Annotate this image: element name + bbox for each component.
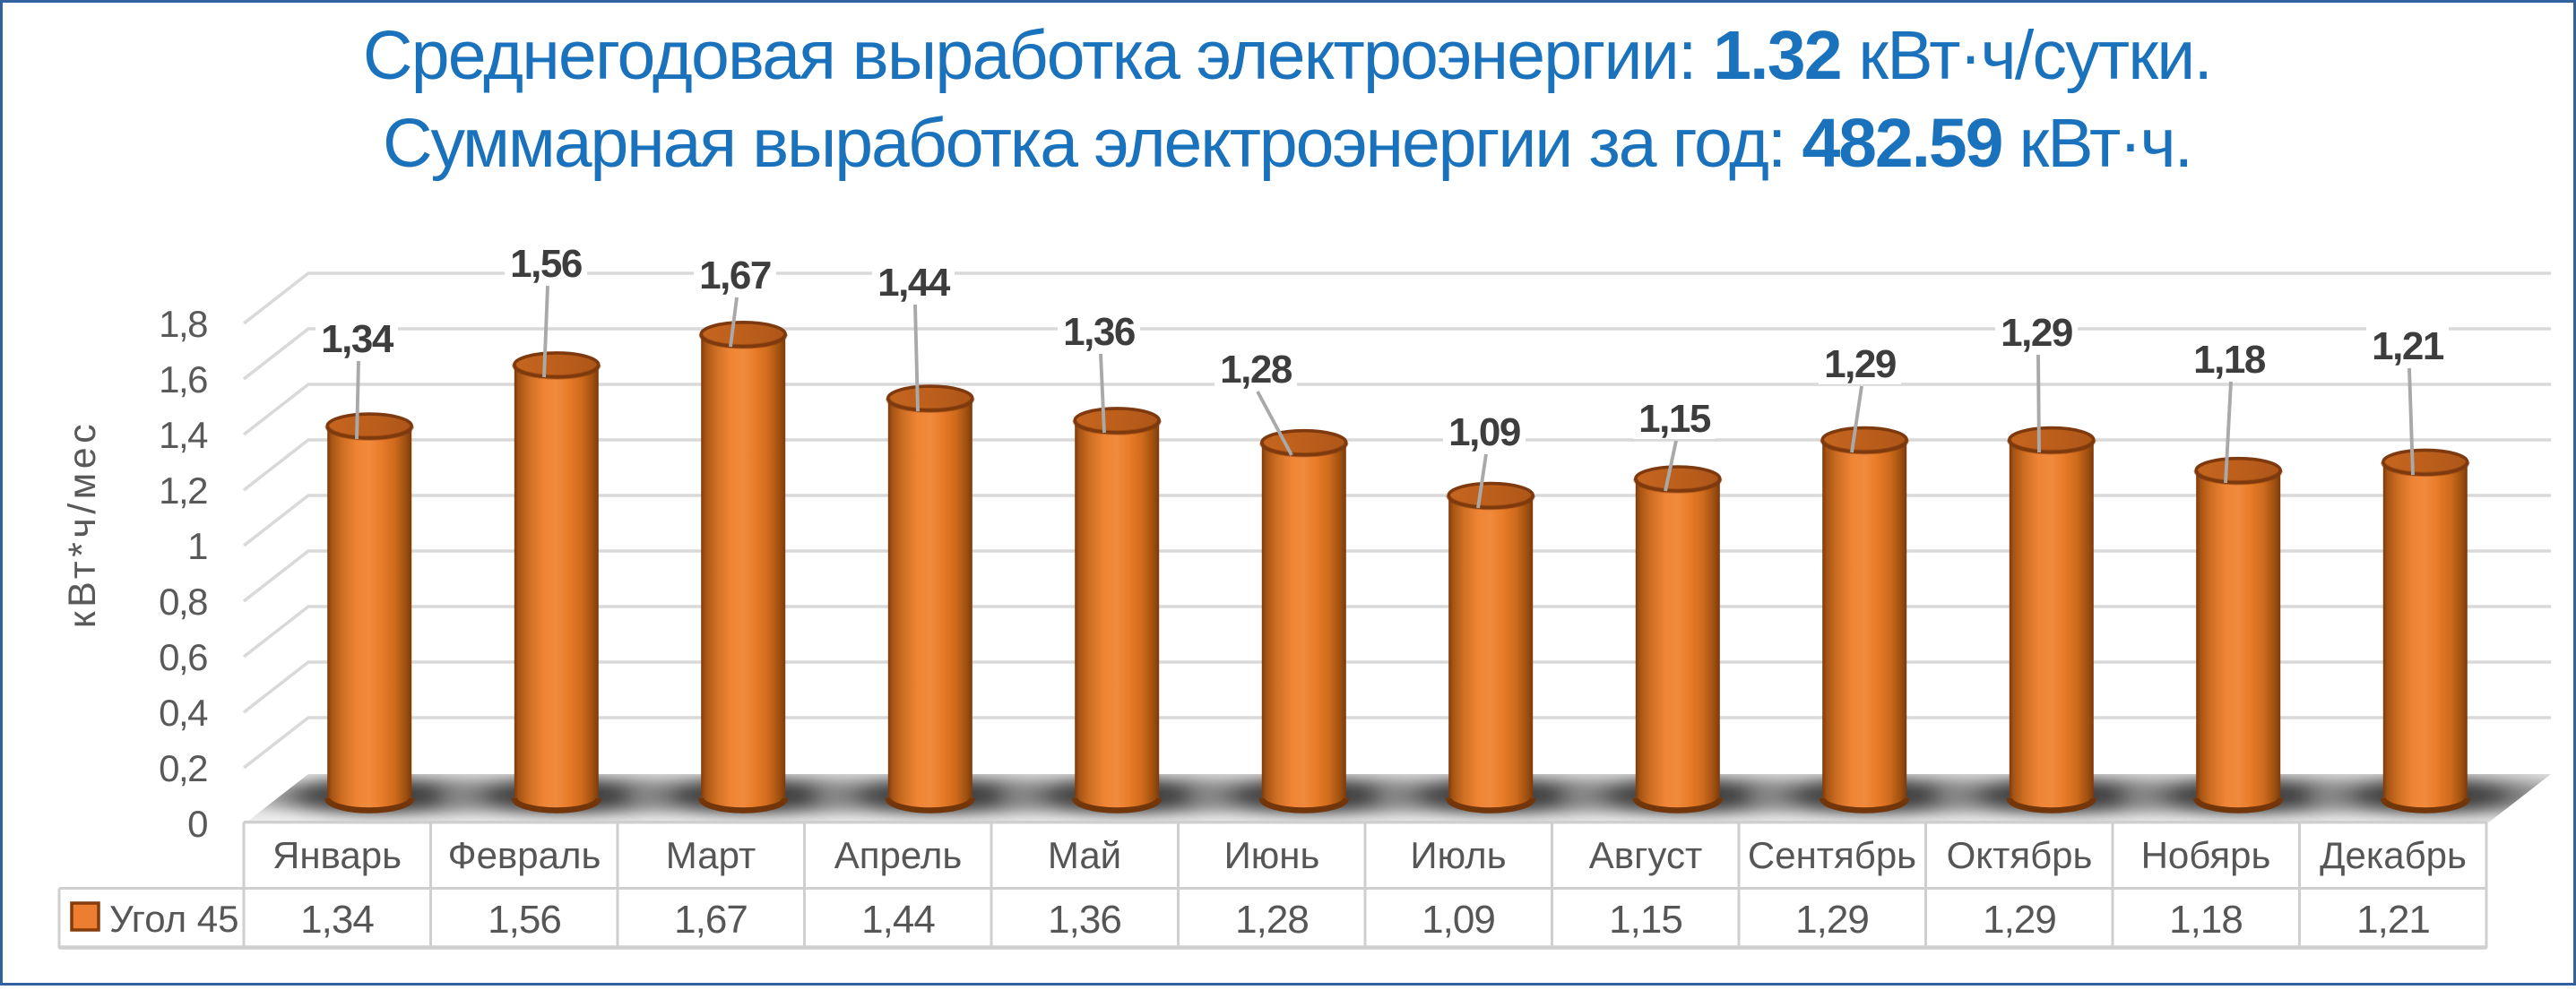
svg-text:0,4: 0,4 [159,692,208,734]
svg-text:Суммарная выработка электроэне: Суммарная выработка электроэнергии за го… [383,105,2191,182]
svg-text:1,36: 1,36 [1048,898,1121,942]
svg-text:0: 0 [187,803,207,845]
svg-text:0,8: 0,8 [159,581,207,623]
svg-text:Август: Август [1589,834,1702,876]
svg-text:1,36: 1,36 [1063,310,1135,354]
svg-text:1,67: 1,67 [674,898,748,942]
svg-text:1,09: 1,09 [1422,898,1495,942]
svg-text:1,4: 1,4 [159,414,208,456]
svg-text:1,29: 1,29 [2001,311,2072,355]
svg-text:1: 1 [187,525,207,567]
svg-text:1,29: 1,29 [1824,342,1896,386]
svg-text:1,8: 1,8 [159,303,207,345]
svg-text:0,6: 0,6 [159,636,207,678]
svg-text:1,34: 1,34 [300,898,374,942]
svg-text:1,44: 1,44 [877,261,951,305]
svg-text:Апрель: Апрель [834,834,962,876]
svg-text:1,2: 1,2 [159,469,207,512]
svg-text:1,56: 1,56 [488,898,561,942]
svg-text:1,29: 1,29 [1795,898,1869,942]
svg-text:1,09: 1,09 [1448,410,1520,454]
svg-text:Среднегодовая выработка электр: Среднегодовая выработка электроэнергии: … [363,17,2211,94]
svg-text:Март: Март [666,834,756,876]
svg-text:1,67: 1,67 [699,254,771,297]
svg-text:1,56: 1,56 [510,242,582,286]
svg-text:Январь: Январь [272,834,402,876]
svg-text:Май: Май [1048,834,1121,876]
svg-text:кВт*ч/мес: кВт*ч/мес [61,420,104,628]
svg-text:Нобярь: Нобярь [2141,834,2271,876]
svg-text:1,28: 1,28 [1220,348,1292,392]
svg-text:1,15: 1,15 [1609,898,1682,942]
svg-text:Декабрь: Декабрь [2320,834,2467,876]
svg-text:Октябрь: Октябрь [1947,834,2093,876]
svg-text:Июнь: Июнь [1224,834,1320,876]
svg-text:1,21: 1,21 [2372,324,2444,368]
svg-text:1,6: 1,6 [159,358,207,400]
svg-text:Февраль: Февраль [448,834,601,876]
svg-text:1,29: 1,29 [1983,898,2056,942]
svg-text:0,2: 0,2 [159,747,207,789]
svg-text:Июль: Июль [1410,834,1506,876]
svg-text:1,44: 1,44 [861,898,935,942]
svg-text:1,18: 1,18 [2169,898,2243,942]
svg-text:1,34: 1,34 [321,317,394,361]
svg-text:Сентябрь: Сентябрь [1748,834,1916,876]
svg-text:1,21: 1,21 [2356,898,2430,942]
svg-text:1,28: 1,28 [1235,898,1309,942]
svg-text:Угол 45: Угол 45 [109,898,239,940]
svg-text:1,18: 1,18 [2193,338,2266,382]
svg-text:1,15: 1,15 [1638,397,1711,441]
